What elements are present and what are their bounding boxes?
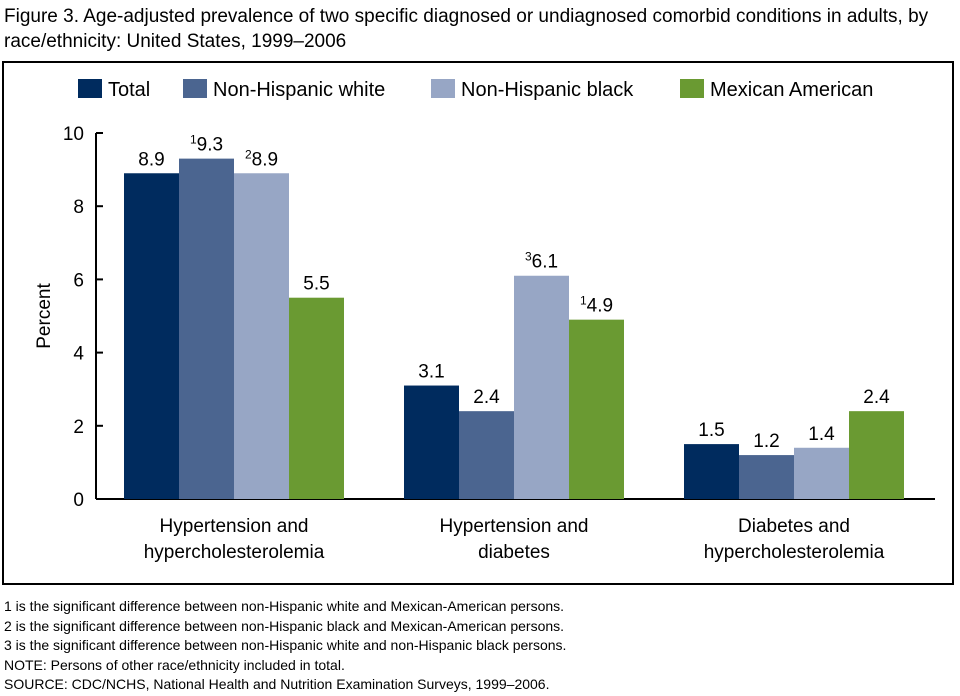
y-tick-label: 2 (73, 417, 84, 438)
bar (739, 455, 794, 499)
bar (404, 385, 459, 499)
y-tick-label: 6 (73, 270, 84, 291)
data-label: 2.4 (473, 387, 500, 408)
data-label: 1.4 (808, 424, 835, 445)
y-tick-label: 8 (73, 197, 84, 218)
footnote: 3 is the significant difference between … (4, 637, 567, 653)
data-label: 1.5 (698, 420, 724, 441)
figure-title: Figure 3. Age-adjusted prevalence of two… (4, 6, 929, 52)
category-label: Hypertension and (440, 516, 589, 537)
bar (849, 411, 904, 499)
legend-swatch (183, 79, 207, 98)
legend-label: Mexican American (710, 79, 873, 101)
footnote: 1 is the significant difference between … (4, 598, 565, 614)
bar (794, 447, 849, 499)
category-label: hypercholesterolemia (144, 542, 325, 563)
y-tick-label: 0 (73, 490, 84, 511)
bar (684, 444, 739, 499)
bar (289, 297, 344, 499)
bar (234, 173, 289, 499)
y-tick-label: 4 (73, 344, 84, 365)
footnotes: 1 is the significant difference between … (4, 597, 566, 695)
data-label: 28.9 (245, 147, 278, 170)
legend-swatch (78, 79, 102, 98)
legend-swatch (431, 79, 455, 98)
bar (514, 275, 569, 499)
data-label: 5.5 (303, 274, 329, 295)
data-label: 14.9 (580, 294, 613, 317)
data-label: 8.9 (138, 149, 164, 170)
category-label: hypercholesterolemia (704, 542, 885, 563)
legend-swatch (680, 79, 704, 98)
note: NOTE: Persons of other race/ethnicity in… (4, 656, 345, 673)
bar (459, 411, 514, 499)
data-label: 2.4 (863, 387, 890, 408)
legend-label: Non-Hispanic black (461, 79, 634, 101)
data-label: 19.3 (190, 133, 223, 156)
bar (124, 173, 179, 499)
category-label: Hypertension and (160, 516, 309, 537)
category-label: diabetes (478, 542, 550, 563)
y-tick-label: 10 (63, 124, 84, 145)
source: SOURCE: CDC/NCHS, National Health and Nu… (4, 676, 550, 692)
y-axis-label: Percent (34, 283, 55, 349)
data-label: 36.1 (525, 250, 558, 273)
legend-label: Non-Hispanic white (213, 79, 385, 101)
data-label: 3.1 (418, 362, 444, 383)
category-label: Diabetes and (738, 516, 850, 537)
bar (179, 158, 234, 499)
chart-frame (2, 61, 954, 585)
legend-label: Total (108, 79, 150, 101)
bar (569, 319, 624, 499)
footnote: 2 is the significant difference between … (4, 617, 565, 634)
data-label: 1.2 (753, 431, 779, 452)
